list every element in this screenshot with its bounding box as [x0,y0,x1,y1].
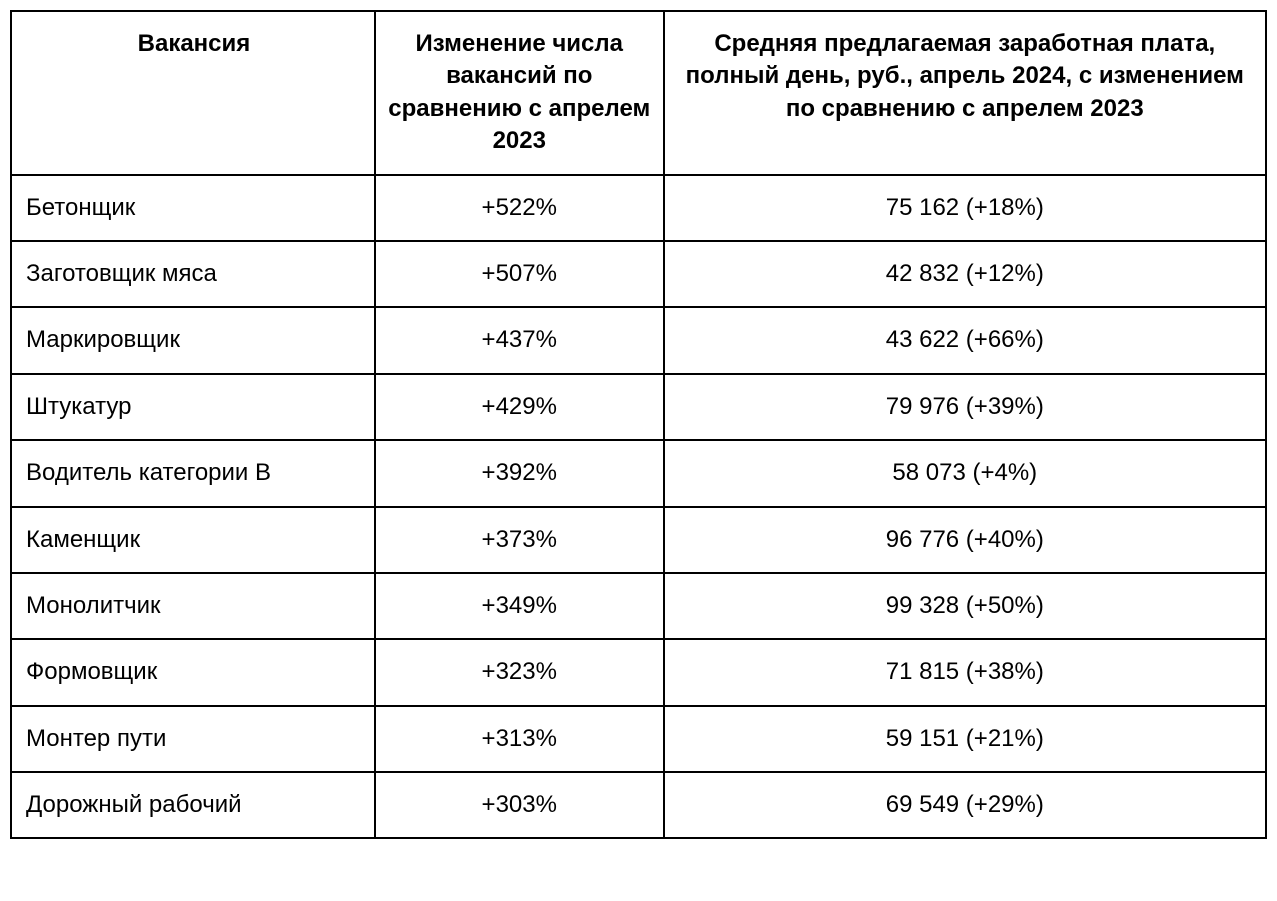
cell-salary: 69 549 (+29%) [664,772,1266,838]
cell-salary: 96 776 (+40%) [664,507,1266,573]
cell-salary: 71 815 (+38%) [664,639,1266,705]
table-row: Заготовщик мяса +507% 42 832 (+12%) [11,241,1266,307]
cell-change: +373% [375,507,664,573]
table-row: Каменщик +373% 96 776 (+40%) [11,507,1266,573]
table-row: Монтер пути +313% 59 151 (+21%) [11,706,1266,772]
cell-vacancy: Каменщик [11,507,375,573]
cell-vacancy: Формовщик [11,639,375,705]
col-header-change: Изменение числа вакансий по сравнению с … [375,11,664,175]
cell-change: +313% [375,706,664,772]
cell-change: +522% [375,175,664,241]
cell-vacancy: Маркировщик [11,307,375,373]
cell-change: +303% [375,772,664,838]
cell-vacancy: Бетонщик [11,175,375,241]
cell-change: +507% [375,241,664,307]
cell-salary: 99 328 (+50%) [664,573,1266,639]
table-row: Водитель категории В +392% 58 073 (+4%) [11,440,1266,506]
vacancy-table: Вакансия Изменение числа вакансий по сра… [10,10,1267,839]
table-body: Бетонщик +522% 75 162 (+18%) Заготовщик … [11,175,1266,839]
col-header-vacancy: Вакансия [11,11,375,175]
cell-salary: 43 622 (+66%) [664,307,1266,373]
cell-change: +349% [375,573,664,639]
cell-vacancy: Монолитчик [11,573,375,639]
cell-salary: 42 832 (+12%) [664,241,1266,307]
col-header-salary: Средняя предлагаемая заработная плата, п… [664,11,1266,175]
cell-vacancy: Заготовщик мяса [11,241,375,307]
cell-salary: 75 162 (+18%) [664,175,1266,241]
table-row: Штукатур +429% 79 976 (+39%) [11,374,1266,440]
cell-vacancy: Дорожный рабочий [11,772,375,838]
cell-salary: 79 976 (+39%) [664,374,1266,440]
cell-salary: 58 073 (+4%) [664,440,1266,506]
table-row: Формовщик +323% 71 815 (+38%) [11,639,1266,705]
cell-change: +437% [375,307,664,373]
cell-salary: 59 151 (+21%) [664,706,1266,772]
cell-change: +323% [375,639,664,705]
table-row: Бетонщик +522% 75 162 (+18%) [11,175,1266,241]
cell-change: +392% [375,440,664,506]
table-header-row: Вакансия Изменение числа вакансий по сра… [11,11,1266,175]
cell-vacancy: Водитель категории В [11,440,375,506]
cell-vacancy: Монтер пути [11,706,375,772]
table-row: Маркировщик +437% 43 622 (+66%) [11,307,1266,373]
cell-change: +429% [375,374,664,440]
table-row: Дорожный рабочий +303% 69 549 (+29%) [11,772,1266,838]
table-row: Монолитчик +349% 99 328 (+50%) [11,573,1266,639]
table-header: Вакансия Изменение числа вакансий по сра… [11,11,1266,175]
cell-vacancy: Штукатур [11,374,375,440]
